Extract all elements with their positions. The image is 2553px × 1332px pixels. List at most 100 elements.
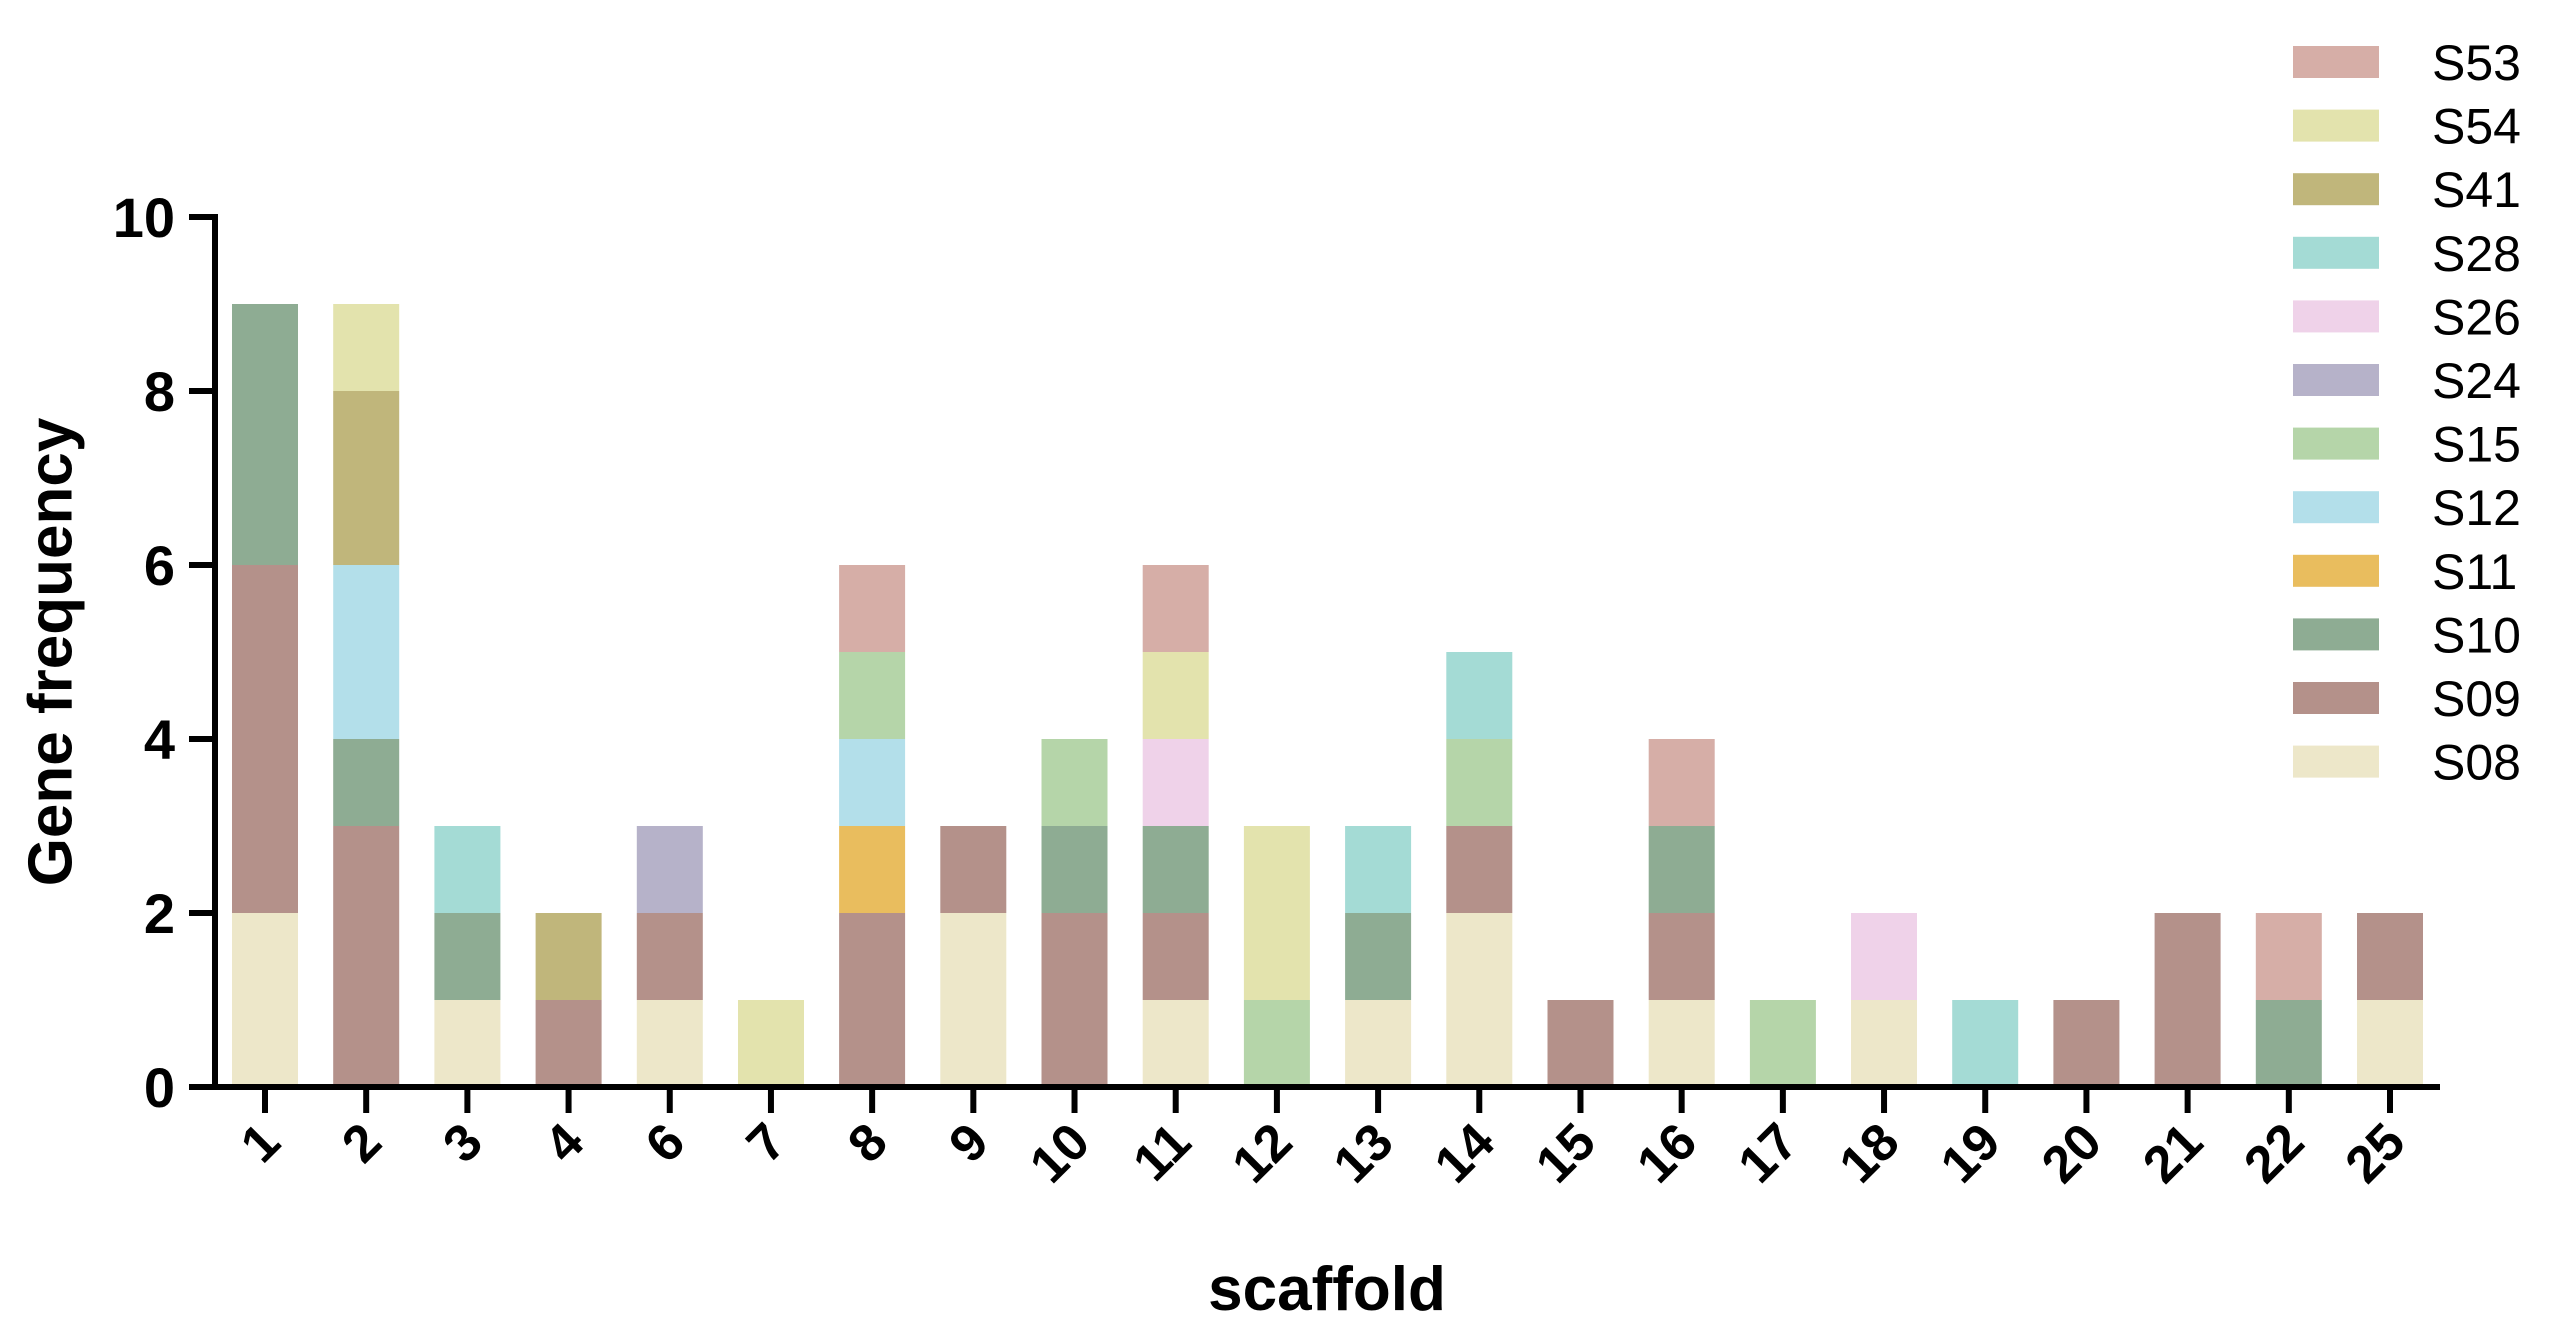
bar-segment-s08-scaffold-11 — [1142, 1000, 1209, 1087]
bar-segment-s10-scaffold-13 — [1345, 913, 1412, 1000]
bar-segment-s10-scaffold-10 — [1041, 826, 1108, 913]
x-axis-title: scaffold — [1208, 1255, 1446, 1324]
x-tick-label-8: 8 — [837, 1112, 898, 1173]
x-tick-label-19: 19 — [1930, 1112, 2012, 1194]
bar-segment-s10-scaffold-3 — [434, 913, 501, 1000]
bars-group — [232, 304, 2423, 1087]
legend-swatch-s28 — [2293, 236, 2379, 269]
legend: S53 S54 S41 S28 S26 S24 S15 S12 S11 S10 S09 S08 — [2293, 35, 2521, 791]
bar-segment-s15-scaffold-12 — [1243, 1000, 1310, 1087]
legend-swatch-s11 — [2293, 554, 2379, 587]
bar-segment-s08-scaffold-3 — [434, 1000, 501, 1087]
legend-swatch-s26 — [2293, 300, 2379, 333]
legend-label-s24: S24 — [2432, 353, 2521, 409]
x-tick-label-7: 7 — [736, 1112, 797, 1173]
legend-label-s08: S08 — [2432, 735, 2521, 791]
axes-group — [212, 214, 2440, 1090]
x-tick-label-2: 2 — [331, 1112, 392, 1173]
bar-segment-s26-scaffold-18 — [1851, 913, 1917, 1000]
bar-segment-s10-scaffold-16 — [1648, 826, 1715, 913]
bar-segment-s26-scaffold-11 — [1142, 739, 1209, 826]
bar-segment-s10-scaffold-22 — [2255, 1000, 2322, 1087]
x-tick-label-13: 13 — [1323, 1112, 1405, 1194]
legend-label-s11: S11 — [2432, 544, 2517, 600]
bar-segment-s09-scaffold-25 — [2357, 913, 2423, 1000]
bar-segment-s53-scaffold-11 — [1142, 565, 1209, 652]
bar-segment-s08-scaffold-1 — [232, 913, 298, 1087]
x-tick-label-10: 10 — [1019, 1112, 1101, 1194]
x-tick-label-14: 14 — [1424, 1112, 1506, 1194]
bar-segment-s09-scaffold-15 — [1547, 1000, 1614, 1087]
bar-segment-s41-scaffold-4 — [535, 913, 602, 1000]
bar-segment-s28-scaffold-19 — [1952, 1000, 2019, 1087]
bar-segment-s28-scaffold-3 — [434, 826, 501, 913]
legend-swatch-s12 — [2293, 491, 2379, 524]
bar-segment-s15-scaffold-8 — [839, 652, 906, 739]
bar-segment-s08-scaffold-13 — [1345, 1000, 1412, 1087]
bar-segment-s12-scaffold-8 — [839, 739, 906, 826]
bar-segment-s08-scaffold-6 — [636, 1000, 703, 1087]
x-tick-label-11: 11 — [1122, 1112, 1202, 1192]
y-ticks-group: 0 2 4 6 8 10 — [113, 186, 215, 1119]
y-tick-label-6: 6 — [144, 534, 175, 597]
bar-segment-s15-scaffold-10 — [1041, 739, 1108, 826]
x-tick-label-16: 16 — [1626, 1112, 1708, 1194]
bar-segment-s12-scaffold-2 — [333, 565, 400, 739]
bar-segment-s09-scaffold-1 — [232, 565, 298, 913]
y-tick-label-4: 4 — [144, 708, 175, 771]
x-tick-label-18: 18 — [1829, 1112, 1911, 1194]
bar-segment-s09-scaffold-20 — [2053, 1000, 2120, 1087]
bar-segment-s09-scaffold-9 — [940, 826, 1007, 913]
legend-label-s10: S10 — [2432, 607, 2521, 663]
x-tick-label-12: 12 — [1221, 1112, 1303, 1194]
x-tick-label-9: 9 — [938, 1112, 999, 1173]
bar-segment-s15-scaffold-14 — [1446, 739, 1513, 826]
y-tick-label-0: 0 — [144, 1056, 175, 1119]
bar-segment-s28-scaffold-14 — [1446, 652, 1513, 739]
bar-segment-s09-scaffold-21 — [2154, 913, 2221, 1087]
legend-label-s41: S41 — [2432, 162, 2521, 218]
bar-segment-s09-scaffold-11 — [1142, 913, 1209, 1000]
bar-segment-s10-scaffold-2 — [333, 739, 400, 826]
x-tick-label-1: 1 — [230, 1112, 291, 1173]
y-tick-label-10: 10 — [113, 186, 175, 249]
bar-segment-s09-scaffold-14 — [1446, 826, 1513, 913]
bar-segment-s54-scaffold-7 — [738, 1000, 804, 1087]
bar-segment-s53-scaffold-22 — [2255, 913, 2322, 1000]
bar-segment-s08-scaffold-14 — [1446, 913, 1513, 1087]
bar-segment-s09-scaffold-4 — [535, 1000, 602, 1087]
bar-segment-s08-scaffold-18 — [1851, 1000, 1917, 1087]
legend-label-s12: S12 — [2432, 480, 2521, 536]
bar-segment-s54-scaffold-11 — [1142, 652, 1209, 739]
legend-swatch-s54 — [2293, 109, 2379, 142]
legend-swatch-s41 — [2293, 173, 2379, 206]
legend-label-s28: S28 — [2432, 226, 2521, 282]
x-tick-label-21: 21 — [2132, 1112, 2214, 1194]
legend-swatch-s10 — [2293, 618, 2379, 651]
bar-segment-s53-scaffold-8 — [839, 565, 906, 652]
bar-segment-s54-scaffold-12 — [1243, 826, 1310, 1000]
x-tick-label-3: 3 — [432, 1112, 493, 1173]
x-ticks-group: 1 2 3 4 6 7 8 9 10 11 12 13 14 15 16 17 18 19 20 21 22 25 — [230, 1087, 2416, 1194]
legend-swatch-s08 — [2293, 745, 2379, 778]
x-tick-label-6: 6 — [635, 1112, 696, 1173]
x-tick-label-20: 20 — [2031, 1112, 2113, 1194]
legend-swatch-s15 — [2293, 427, 2379, 460]
bar-segment-s53-scaffold-16 — [1648, 739, 1715, 826]
bar-segment-s09-scaffold-2 — [333, 826, 400, 1087]
y-tick-label-8: 8 — [144, 360, 175, 423]
legend-label-s15: S15 — [2432, 417, 2521, 473]
legend-label-s53: S53 — [2432, 35, 2521, 91]
bar-segment-s09-scaffold-16 — [1648, 913, 1715, 1000]
bar-segment-s10-scaffold-1 — [232, 304, 298, 565]
bar-segment-s15-scaffold-17 — [1749, 1000, 1816, 1087]
x-tick-label-4: 4 — [534, 1112, 596, 1174]
x-tick-label-15: 15 — [1525, 1112, 1607, 1194]
bar-segment-s10-scaffold-11 — [1142, 826, 1209, 913]
legend-label-s26: S26 — [2432, 289, 2521, 345]
y-axis-title: Gene frequency — [16, 417, 85, 886]
bar-segment-s54-scaffold-2 — [333, 304, 400, 391]
bar-segment-s09-scaffold-6 — [636, 913, 703, 1000]
